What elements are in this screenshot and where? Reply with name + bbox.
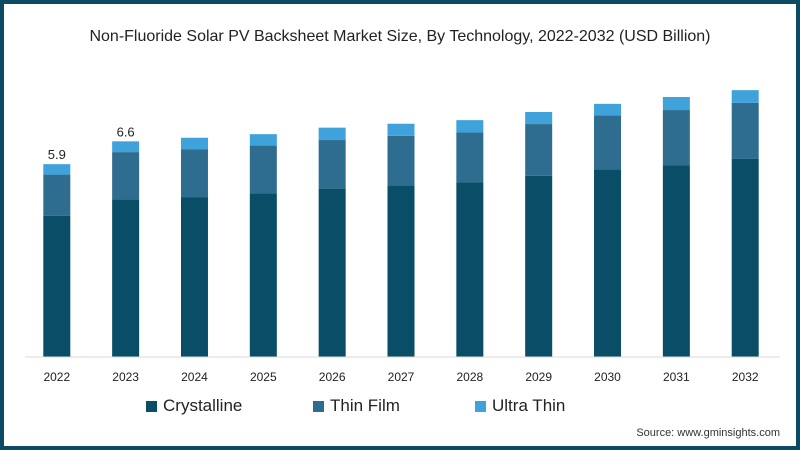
bar-segment-crystalline-2025: [249, 193, 277, 357]
x-tick-label: 2024: [181, 370, 208, 384]
x-tick-label: 2025: [250, 370, 277, 384]
bar-segment-ultra-thin-2025: [249, 134, 277, 146]
x-tick-label: 2022: [43, 370, 70, 384]
legend-item-ultra-thin: Ultra Thin: [475, 396, 565, 416]
legend-item-thin-film: Thin Film: [313, 396, 400, 416]
bar-segment-thin-film-2032: [731, 102, 759, 159]
x-tick-label: 2029: [525, 370, 552, 384]
x-tick-label: 2030: [594, 370, 621, 384]
x-tick-label: 2031: [663, 370, 690, 384]
bar-segment-crystalline-2024: [180, 197, 208, 357]
bar-segment-ultra-thin-2031: [662, 97, 690, 111]
bar-segment-crystalline-2030: [594, 169, 622, 357]
x-tick-label: 2023: [112, 370, 139, 384]
bar-segment-crystalline-2026: [318, 188, 346, 357]
bar-segment-crystalline-2032: [731, 158, 759, 357]
bar-segment-thin-film-2023: [112, 152, 140, 200]
legend-label: Thin Film: [330, 396, 400, 415]
bar-segment-ultra-thin-2029: [525, 112, 553, 125]
bar-segment-crystalline-2027: [387, 185, 415, 357]
bar-segment-crystalline-2031: [662, 165, 690, 357]
bar-segment-thin-film-2029: [525, 124, 553, 176]
bar-segment-ultra-thin-2027: [387, 123, 415, 136]
chart-title: Non-Fluoride Solar PV Backsheet Market S…: [89, 28, 711, 45]
x-tick-label: 2026: [319, 370, 346, 384]
data-label: 6.6: [117, 124, 135, 139]
bar-segment-crystalline-2029: [525, 175, 553, 357]
legend-item-crystalline: Crystalline: [146, 396, 242, 416]
bar-segment-crystalline-2022: [43, 215, 71, 357]
bar-segment-thin-film-2024: [180, 149, 208, 198]
bar-segment-thin-film-2030: [594, 115, 622, 170]
legend-swatch: [475, 400, 486, 412]
legend-swatch: [146, 400, 157, 412]
bar-segment-ultra-thin-2032: [731, 90, 759, 103]
bar-segment-ultra-thin-2028: [456, 120, 484, 133]
bar-segment-thin-film-2028: [456, 132, 484, 183]
bar-segment-thin-film-2026: [318, 140, 346, 189]
bar-segment-ultra-thin-2024: [180, 137, 208, 150]
bar-segment-ultra-thin-2030: [594, 103, 622, 116]
bar-segment-ultra-thin-2026: [318, 127, 346, 141]
bar-segment-thin-film-2022: [43, 174, 71, 216]
bar-segment-thin-film-2027: [387, 135, 415, 186]
x-tick-label: 2027: [388, 370, 415, 384]
legend-swatch: [313, 400, 324, 412]
bar-segment-ultra-thin-2022: [43, 164, 71, 175]
x-tick-label: 2028: [456, 370, 483, 384]
data-label: 5.9: [48, 147, 66, 162]
bar-segment-thin-film-2031: [662, 110, 690, 166]
bar-segment-crystalline-2023: [112, 199, 140, 357]
bar-segment-crystalline-2028: [456, 182, 484, 357]
source-note: Source: www.gminsights.com: [636, 427, 780, 439]
x-tick-label: 2032: [732, 370, 759, 384]
bar-segment-thin-film-2025: [249, 145, 277, 194]
legend-label: Ultra Thin: [492, 396, 566, 415]
bar-segment-ultra-thin-2023: [112, 141, 140, 153]
legend-label: Crystalline: [163, 396, 243, 415]
